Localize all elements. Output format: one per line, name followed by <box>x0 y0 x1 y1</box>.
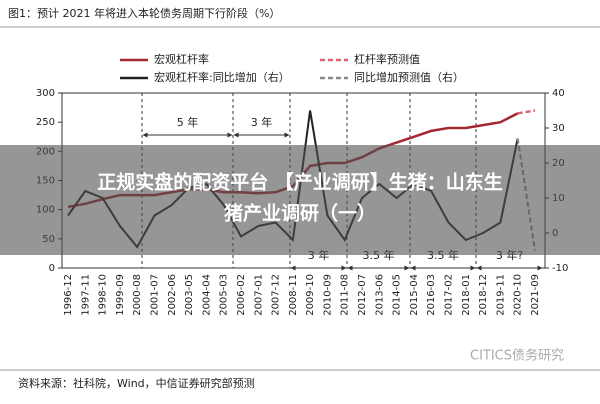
annotation: 5 年 <box>177 115 199 129</box>
x-tick-label: 1997-11 <box>80 274 91 316</box>
x-tick-label: 2004-04 <box>201 274 212 316</box>
legend-label: 宏观杠杆率 <box>154 52 209 66</box>
x-tick-label: 2020-10 <box>513 274 524 316</box>
x-tick-label: 2002-06 <box>167 274 178 316</box>
x-tick-label: 2012-07 <box>357 274 368 316</box>
y2-tick-label: 30 <box>552 123 565 134</box>
y2-tick-label: 40 <box>552 88 565 99</box>
y-tick-label: 250 <box>36 117 55 128</box>
x-tick-label: 2010-09 <box>322 274 333 316</box>
source: 资料来源：社科院，Wind，中信证券研究部预测 <box>18 376 255 390</box>
y2-tick-label: -10 <box>552 263 568 274</box>
banner-text: 正规实盘的配资平台 【产业调研】生猪：山东生 <box>97 171 503 194</box>
x-tick-label: 2011-08 <box>340 274 351 316</box>
x-tick-label: 2016-03 <box>426 274 437 316</box>
x-tick-label: 1996-12 <box>63 274 74 316</box>
y-tick-label: 300 <box>36 88 55 99</box>
legend-label: 同比增加预测值（右） <box>354 70 464 84</box>
x-tick-label: 2014-05 <box>392 274 403 316</box>
x-tick-label: 2018-01 <box>461 274 472 316</box>
x-tick-label: 2021-09 <box>530 274 541 316</box>
x-tick-label: 2017-02 <box>444 274 455 316</box>
x-tick-label: 2006-02 <box>236 274 247 316</box>
x-tick-label: 2009-10 <box>305 274 316 316</box>
y-tick-label: 0 <box>49 263 55 274</box>
x-tick-label: 2005-03 <box>219 274 230 316</box>
x-tick-label: 2008-11 <box>288 274 299 316</box>
x-tick-label: 2007-12 <box>271 274 282 316</box>
legend-label: 杠杆率预测值 <box>354 52 420 66</box>
x-tick-label: 1998-10 <box>98 274 109 316</box>
x-tick-label: 1999-09 <box>115 274 126 316</box>
x-tick-label: 2000-08 <box>132 274 143 316</box>
series-line <box>517 109 536 115</box>
chart-title: 图1：预计 2021 年将进入本轮债务周期下行阶段（%） <box>8 6 280 20</box>
x-tick-label: 2007-01 <box>253 274 264 316</box>
legend-label: 宏观杠杆率:同比增加（右） <box>154 70 290 84</box>
x-tick-label: 2019-11 <box>495 274 506 316</box>
x-tick-label: 2003-05 <box>184 274 195 316</box>
annotation: 3 年 <box>251 115 273 129</box>
watermark: CITICS债务研究 <box>470 348 564 364</box>
x-tick-label: 2015-04 <box>409 274 420 316</box>
x-tick-label: 2013-06 <box>374 274 385 316</box>
banner-text: 猪产业调研（一） <box>223 202 376 225</box>
banner-band <box>0 145 600 255</box>
x-tick-label: 2001-07 <box>149 274 160 316</box>
x-tick-label: 2018-12 <box>478 274 489 316</box>
